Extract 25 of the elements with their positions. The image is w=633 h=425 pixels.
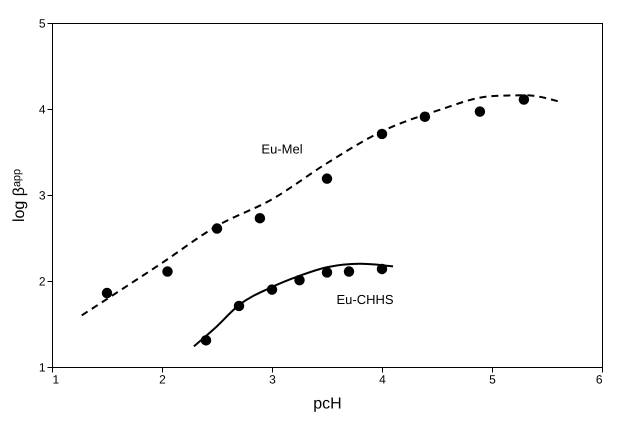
series-label: Eu-Mel <box>261 141 303 156</box>
point <box>322 267 332 278</box>
y-tick-label: 3 <box>38 188 46 202</box>
point <box>474 106 486 117</box>
point <box>162 266 173 277</box>
line-series <box>192 262 394 348</box>
line-series <box>80 94 559 316</box>
x-tick-label: 6 <box>596 372 603 386</box>
x-tick-label: 5 <box>489 372 496 386</box>
point <box>322 173 332 184</box>
series-label: Eu-CHHS <box>336 292 394 307</box>
x-tick-label: 3 <box>269 372 276 386</box>
y-tick-label: 1 <box>38 360 46 374</box>
x-tick-label: 2 <box>159 372 166 386</box>
point <box>102 288 112 298</box>
y-tick-label: 4 <box>38 102 46 116</box>
y-tick-label: 2 <box>38 274 46 288</box>
x-tick-label: 4 <box>379 372 386 386</box>
y-tick-label: 5 <box>38 16 46 30</box>
point <box>518 94 530 105</box>
y-axis-title: log βᵃᵖᵖ <box>10 168 28 222</box>
x-axis-title: pcH <box>313 396 342 412</box>
point <box>254 212 266 224</box>
point <box>344 266 354 277</box>
x-tick-label: 1 <box>52 372 60 386</box>
